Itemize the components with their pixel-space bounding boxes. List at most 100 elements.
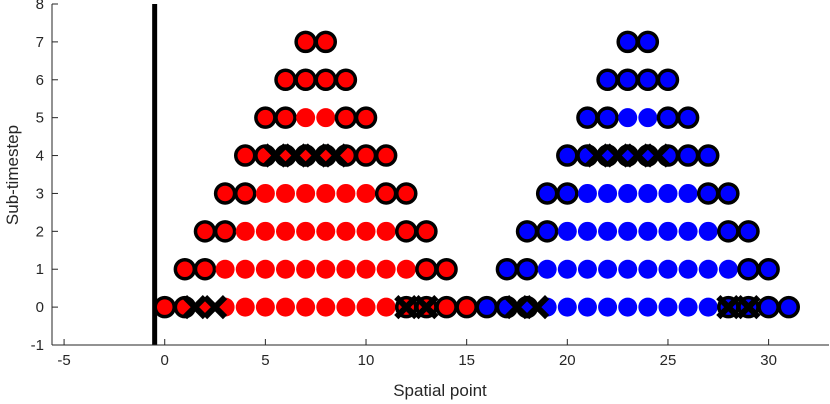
data-point [696,144,720,167]
data-point [658,221,678,241]
data-point [316,297,336,317]
data-point [316,183,336,203]
data-point [515,220,539,243]
data-point [276,259,296,279]
data-point [316,221,336,241]
data-point [356,183,376,203]
data-point [658,297,678,317]
cross-marker [585,143,610,168]
plot-marks [152,4,800,345]
data-point [618,259,638,279]
data-point [235,297,255,317]
y-tick-label: -1 [31,337,44,354]
data-point [678,259,698,279]
data-point [235,221,255,241]
data-point [535,220,559,243]
data-point [638,297,658,317]
data-point [638,108,658,128]
data-point [296,108,316,128]
y-tick-label: 6 [36,72,44,89]
data-point [255,221,275,241]
data-point [376,221,396,241]
y-tick-label: 1 [36,261,44,278]
y-tick-label: 3 [36,185,44,202]
cross-marker [303,143,328,168]
data-point [678,183,698,203]
x-axis-label: Spatial point [393,381,487,400]
data-point [515,257,539,281]
data-point [537,259,557,279]
data-point [336,183,356,203]
data-point [717,182,740,205]
data-point [636,30,660,54]
data-point [658,259,678,279]
data-point [376,297,396,317]
data-point [455,295,478,319]
x-tick-label: 5 [261,352,269,369]
x-tick-label: 20 [559,352,576,369]
data-point [598,183,618,203]
data-point [556,182,579,205]
data-point [598,297,618,317]
data-point [173,257,197,281]
data-point [757,257,780,281]
data-point [777,295,800,319]
data-point [658,183,678,203]
data-point [276,221,296,241]
data-point [535,182,559,205]
y-tick-label: 0 [36,299,44,316]
data-point [435,295,458,319]
data-point [577,297,597,317]
data-point [354,106,378,129]
data-point [395,182,418,205]
tick-group: -5 0 5 10 15 20 25 30 -1 0 1 2 3 4 5 6 7 8 [31,0,777,369]
data-point [255,297,275,317]
y-tick-label: 8 [36,0,44,13]
cross-marker [182,294,208,320]
data-point [254,106,277,129]
data-point [296,221,316,241]
data-point [678,297,698,317]
axes [51,4,829,346]
data-point [638,183,658,203]
data-point [376,259,396,279]
data-point [356,259,376,279]
data-point [334,106,358,129]
data-point [676,144,700,167]
data-point [698,297,718,317]
x-tick-label: -5 [57,352,70,369]
cross-marker [645,143,671,168]
data-point [276,183,296,203]
x-tick-label: 0 [161,352,169,369]
data-point [255,183,275,203]
data-point [616,68,639,92]
y-tick-label: 5 [36,110,44,127]
cross-marker [323,143,348,168]
series-0 [153,30,478,320]
data-point [596,106,619,129]
data-point [678,221,698,241]
data-point [396,259,416,279]
data-point [213,220,237,243]
data-point [577,259,597,279]
data-point [314,68,338,92]
data-point [557,221,577,241]
data-point [696,182,720,205]
data-point [316,259,336,279]
data-point [395,220,418,243]
data-point [596,68,619,92]
data-point [495,257,519,281]
cross-marker [394,294,419,320]
cross-marker [202,294,228,320]
cross-marker [736,294,761,320]
cross-marker [716,294,741,320]
cross-marker [504,294,530,320]
data-point [577,221,597,241]
data-point [698,259,718,279]
data-point [374,182,398,205]
cross-marker [414,294,439,320]
data-point [296,183,316,203]
data-point [356,297,376,317]
data-point [354,144,378,167]
